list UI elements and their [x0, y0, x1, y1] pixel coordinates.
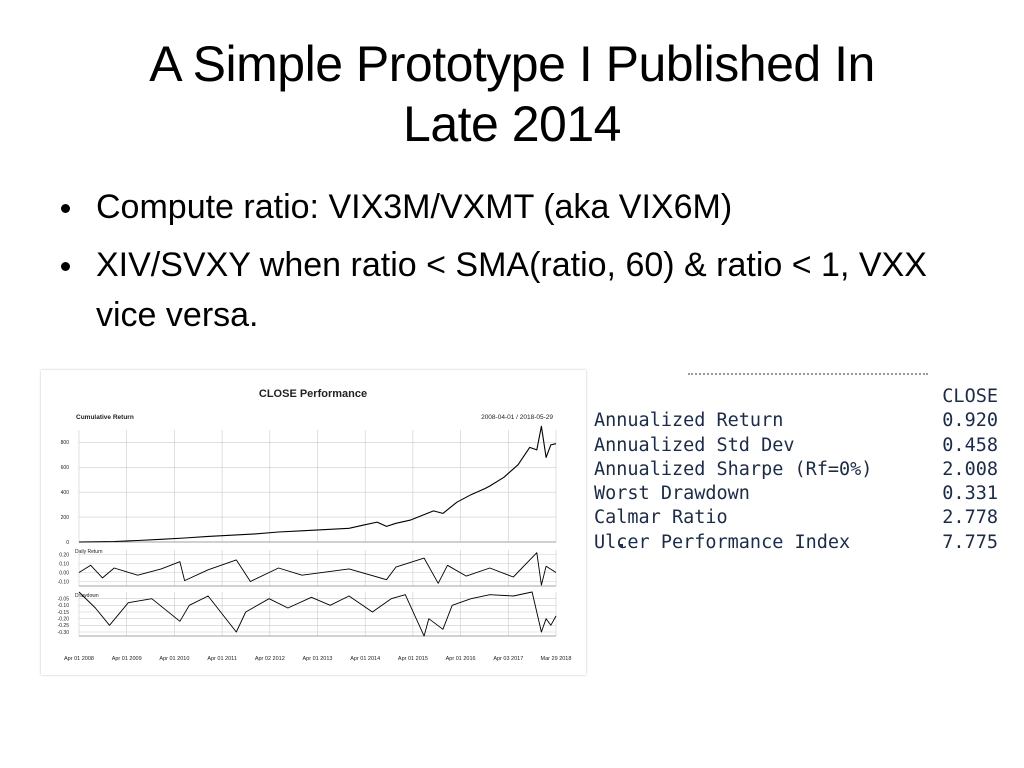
- y-tick-label: -0.20: [58, 616, 70, 622]
- stats-row: Annualized Return 0.920: [594, 409, 998, 433]
- stray-mark: [620, 544, 623, 547]
- stats-value: 2.008: [942, 458, 998, 480]
- series-line-drawdown: [78, 591, 557, 637]
- stats-row: Ulcer Performance Index 7.775: [594, 531, 998, 555]
- x-tick-label: Apr 01 2010: [159, 656, 189, 662]
- slide-title-line-1: A Simple Prototype I Published In: [149, 36, 875, 92]
- stats-table: CLOSE Annualized Return 0.920 Annualized…: [594, 373, 998, 555]
- bullet-dot-icon: [61, 204, 70, 213]
- y-tick-label: -0.05: [58, 596, 70, 602]
- y-tick-label: 800: [61, 440, 70, 446]
- stats-header-row: CLOSE: [594, 385, 998, 409]
- panel-title-daily-return: Daily Return: [75, 549, 103, 555]
- x-tick-label: Mar 29 2018: [541, 656, 572, 662]
- bullet-text: Compute ratio: VIX3M/VXMT (aka VIX6M): [96, 188, 733, 226]
- series-line-cumulative-return: [78, 425, 557, 543]
- x-tick-label: Apr 03 2017: [493, 656, 523, 662]
- stats-value: 0.458: [942, 434, 998, 456]
- y-tick-label: -0.10: [58, 603, 70, 609]
- cropped-text-marks: [688, 373, 928, 383]
- stats-label: Ulcer Performance Index: [594, 531, 851, 553]
- x-tick-label: Apr 01 2014: [350, 656, 380, 662]
- stats-column-header: CLOSE: [942, 386, 998, 407]
- stats-value: 7.775: [942, 531, 998, 553]
- y-tick-label: -0.10: [58, 579, 70, 585]
- y-tick-label: -0.30: [58, 630, 70, 636]
- performance-chart-svg: CLOSE Performance Cumulative Return 2008-0…: [58, 388, 572, 662]
- y-tick-label: 400: [61, 490, 70, 496]
- slide-title: A Simple Prototype I Published In Late 2…: [0, 34, 1024, 154]
- x-tick-label: Apr 02 2012: [255, 656, 285, 662]
- stats-label: Annualized Return: [594, 410, 784, 432]
- stats-label: Annualized Sharpe (Rf=0%): [594, 458, 873, 480]
- stats-row: Worst Drawdown 0.331: [594, 482, 998, 506]
- stats-row: Annualized Std Dev 0.458: [594, 434, 998, 458]
- bullet-item: XIV/SVXY when ratio < SMA(ratio, 60) & r…: [58, 240, 988, 340]
- performance-chart: CLOSE Performance Cumulative Return 2008-0…: [41, 370, 586, 675]
- y-tick-label: 0.00: [59, 570, 69, 576]
- stats-value: 0.920: [942, 410, 998, 432]
- bullet-list: Compute ratio: VIX3M/VXMT (aka VIX6M) XI…: [58, 182, 988, 348]
- y-tick-label: 0.20: [59, 552, 69, 558]
- chart-date-range: 2008-04-01 / 2018-05-29: [481, 414, 553, 421]
- chart-title: CLOSE Performance: [259, 388, 367, 400]
- slide-title-line-2: Late 2014: [403, 96, 621, 152]
- stats-row: Annualized Sharpe (Rf=0%) 2.008: [594, 458, 998, 482]
- y-tick-label: 600: [61, 465, 70, 471]
- x-tick-label: Apr 01 2009: [112, 656, 142, 662]
- y-tick-label: 0: [66, 540, 69, 546]
- stats-label: Annualized Std Dev: [594, 434, 795, 456]
- x-tick-label: Apr 01 2008: [64, 656, 94, 662]
- series-line-daily-return: [78, 552, 557, 586]
- panel-title-cumulative-return: Cumulative Return: [76, 414, 134, 421]
- x-tick-label: Apr 01 2011: [207, 656, 237, 662]
- bullet-item: Compute ratio: VIX3M/VXMT (aka VIX6M): [58, 182, 988, 232]
- y-tick-label: -0.15: [58, 610, 70, 616]
- bullet-text: XIV/SVXY when ratio < SMA(ratio, 60) & r…: [96, 246, 927, 334]
- stats-label: Calmar Ratio: [594, 507, 728, 529]
- y-tick-label: 200: [61, 515, 70, 521]
- bullet-dot-icon: [61, 262, 70, 271]
- stats-row: Calmar Ratio 2.778: [594, 506, 998, 530]
- panel-title-drawdown: Drawdown: [75, 593, 99, 599]
- x-tick-label: Apr 01 2013: [303, 656, 333, 662]
- stats-label: Worst Drawdown: [594, 483, 750, 505]
- y-tick-label: 0.10: [59, 561, 69, 567]
- x-tick-label: Apr 01 2015: [398, 656, 428, 662]
- x-tick-label: Apr 01 2016: [446, 656, 476, 662]
- y-tick-label: -0.25: [58, 623, 70, 629]
- stats-value: 2.778: [942, 507, 998, 529]
- stats-value: 0.331: [942, 483, 998, 505]
